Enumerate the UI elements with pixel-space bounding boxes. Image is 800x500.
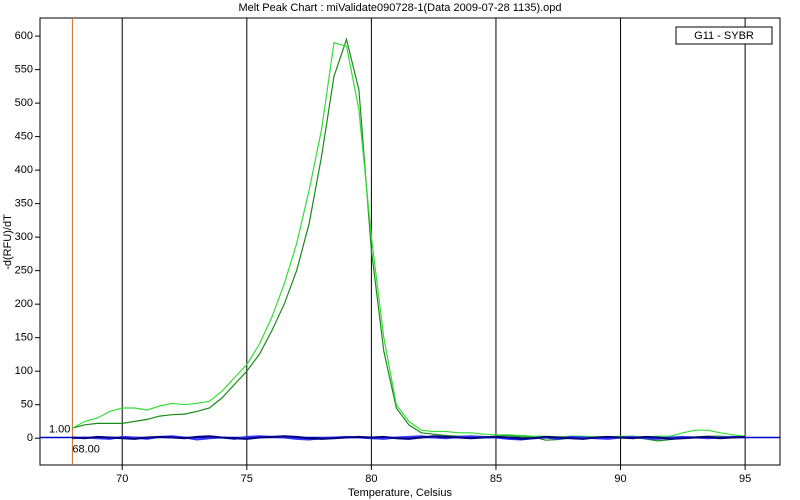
marker-label: 68.00 [72,443,100,455]
series-line [72,435,746,440]
y-tick-label: 500 [15,97,33,109]
y-tick-label: 550 [15,64,33,76]
chart-title: Melt Peak Chart : miValidate090728-1(Dat… [238,2,561,14]
x-tick-label: 95 [739,473,751,485]
y-tick-label: 100 [15,365,33,377]
y-tick-label: 200 [15,298,33,310]
legend-box [675,26,773,45]
legend-label: G11 - SYBR [694,30,754,42]
x-tick-label: 90 [614,473,626,485]
y-tick-label: 400 [15,164,33,176]
y-tick-label: 150 [15,332,33,344]
y-tick-label: 600 [15,30,33,42]
plot-area [39,17,781,466]
y-tick-label: 350 [15,198,33,210]
x-tick-label: 80 [365,473,377,485]
y-tick-label: 450 [15,131,33,143]
y-axis-label: -d(RFU)/dT [2,214,14,270]
x-axis-label: Temperature, Celsius [348,487,452,499]
threshold-label: 1.00 [49,423,70,435]
x-tick-label: 85 [490,473,502,485]
x-tick-label: 75 [241,473,253,485]
y-tick-label: 50 [21,399,33,411]
y-tick-label: 300 [15,231,33,243]
x-tick-label: 70 [116,473,128,485]
y-tick-label: 0 [27,432,33,444]
y-tick-label: 250 [15,265,33,277]
